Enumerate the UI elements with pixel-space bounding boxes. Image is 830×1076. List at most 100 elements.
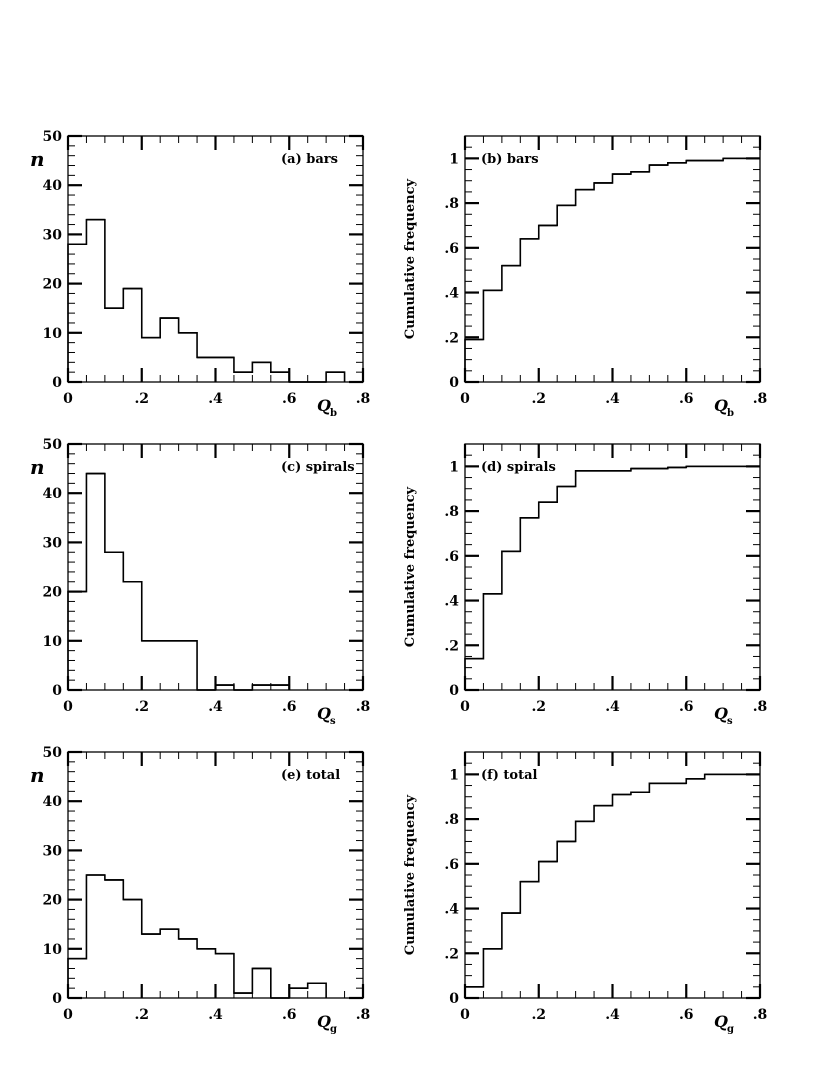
x-axis-label-subscript: s xyxy=(727,716,733,727)
panel-title: (f) total xyxy=(481,768,538,783)
x-tick-label: .2 xyxy=(134,391,149,407)
y-tick-label: .8 xyxy=(444,504,459,520)
panel-d: 0 .2 .4 .6 .8 0 .2 .4 .6 .8 1 (d) spirals Q s Cumulati… xyxy=(403,443,768,727)
x-axis-label: Q xyxy=(317,704,331,723)
x-axis-label-subscript: g xyxy=(727,1024,734,1035)
y-tick-label: .6 xyxy=(444,549,459,565)
x-tick-label: 0 xyxy=(460,699,470,715)
x-tick-label: .4 xyxy=(605,699,620,715)
panel-title: (b) bars xyxy=(481,152,539,167)
cumulative-line xyxy=(464,465,760,690)
y-tick-label: 40 xyxy=(43,178,63,194)
x-tick-label: .4 xyxy=(208,391,223,407)
y-tick-label: .2 xyxy=(444,946,459,962)
x-tick-label: .2 xyxy=(531,391,546,407)
y-tick-label: 50 xyxy=(43,129,63,145)
y-tick-label: 0 xyxy=(52,683,62,699)
x-tick-label: .2 xyxy=(134,1007,149,1023)
y-tick-label: 1 xyxy=(449,151,459,167)
x-axis-label: Q xyxy=(714,396,728,415)
histogram-line xyxy=(67,472,291,691)
x-tick-label: .8 xyxy=(356,391,371,407)
x-tick-label: 0 xyxy=(460,1007,470,1023)
x-tick-label: .6 xyxy=(282,1007,297,1023)
y-tick-label: .6 xyxy=(444,857,459,873)
x-tick-label: .4 xyxy=(208,699,223,715)
plot-frame xyxy=(464,135,761,383)
y-tick-label: 0 xyxy=(449,375,459,391)
panel-title: (c) spirals xyxy=(281,460,355,475)
x-tick-label: .8 xyxy=(753,1007,768,1023)
plot-frame xyxy=(464,443,761,691)
histogram-line xyxy=(67,874,327,999)
y-tick-label: .6 xyxy=(444,241,459,257)
x-tick-label: 0 xyxy=(63,699,73,715)
y-tick-label: 40 xyxy=(43,486,63,502)
x-axis-label: Q xyxy=(317,396,331,415)
y-tick-label: .8 xyxy=(444,196,459,212)
panel-b: 0 .2 .4 .6 .8 0 .2 .4 .6 .8 1 (b) bars Q b Cumulative … xyxy=(403,135,768,419)
y-tick-label: .4 xyxy=(444,286,459,302)
panel-f: 0 .2 .4 .6 .8 0 .2 .4 .6 .8 1 (f) total Q g Cumulative… xyxy=(403,751,768,1035)
y-tick-label: 40 xyxy=(43,794,63,810)
y-axis-label: Cumulative frequency xyxy=(403,179,418,340)
x-tick-label: .2 xyxy=(531,699,546,715)
y-tick-label: 1 xyxy=(449,767,459,783)
cumulative-line xyxy=(464,773,760,998)
x-axis-label: Q xyxy=(317,1012,331,1031)
y-axis-label: Cumulative frequency xyxy=(403,487,418,648)
y-tick-label: 30 xyxy=(43,535,63,551)
y-tick-label: .8 xyxy=(444,812,459,828)
x-tick-label: .6 xyxy=(679,1007,694,1023)
y-tick-label: 1 xyxy=(449,459,459,475)
x-tick-label: .6 xyxy=(679,391,694,407)
y-tick-label: .2 xyxy=(444,638,459,654)
x-axis-label: Q xyxy=(714,1012,728,1031)
panel-title: (e) total xyxy=(281,768,340,783)
x-tick-label: .8 xyxy=(753,391,768,407)
x-tick-label: .4 xyxy=(605,391,620,407)
x-tick-label: .4 xyxy=(208,1007,223,1023)
y-tick-label: 30 xyxy=(43,843,63,859)
x-tick-label: .2 xyxy=(134,699,149,715)
y-tick-label: 10 xyxy=(43,942,63,958)
y-tick-label: 20 xyxy=(43,893,63,909)
panel-title: (a) bars xyxy=(281,152,338,167)
y-tick-label: 20 xyxy=(43,277,63,293)
x-axis-label-subscript: b xyxy=(330,408,337,419)
y-tick-label: .4 xyxy=(444,594,459,610)
x-tick-label: .8 xyxy=(356,699,371,715)
x-tick-label: 0 xyxy=(460,391,470,407)
y-axis-label: Cumulative frequency xyxy=(403,795,418,956)
panel-e: 0 .2 .4 .6 .8 0 10 20 30 40 50 (e) total Q g n xyxy=(30,745,370,1035)
panel-c: 0 .2 .4 .6 .8 0 10 20 30 40 50 (c) spirals Q s n xyxy=(30,437,370,727)
y-axis-label: n xyxy=(30,147,45,171)
y-tick-label: 0 xyxy=(449,683,459,699)
x-axis-label-subscript: b xyxy=(727,408,734,419)
x-tick-label: .8 xyxy=(753,699,768,715)
x-tick-label: .2 xyxy=(531,1007,546,1023)
y-axis-label: n xyxy=(30,763,45,787)
y-tick-label: 10 xyxy=(43,326,63,342)
y-tick-label: 0 xyxy=(52,375,62,391)
y-tick-label: 20 xyxy=(43,585,63,601)
y-tick-label: 50 xyxy=(43,437,63,453)
panel-title: (d) spirals xyxy=(481,460,556,475)
x-axis-label: Q xyxy=(714,704,728,723)
y-axis-label: n xyxy=(30,455,45,479)
x-tick-label: .6 xyxy=(282,699,297,715)
plot-frame xyxy=(464,751,761,999)
x-tick-label: .6 xyxy=(679,699,694,715)
plot-frame xyxy=(67,443,364,691)
x-tick-label: .8 xyxy=(356,1007,371,1023)
x-tick-label: .4 xyxy=(605,1007,620,1023)
plot-frame xyxy=(67,135,364,383)
y-tick-label: 0 xyxy=(449,991,459,1007)
x-tick-label: .6 xyxy=(282,391,297,407)
y-tick-label: .4 xyxy=(444,902,459,918)
cumulative-line xyxy=(464,157,760,382)
y-tick-label: 0 xyxy=(52,991,62,1007)
y-tick-label: .2 xyxy=(444,330,459,346)
plot-frame xyxy=(67,751,364,999)
